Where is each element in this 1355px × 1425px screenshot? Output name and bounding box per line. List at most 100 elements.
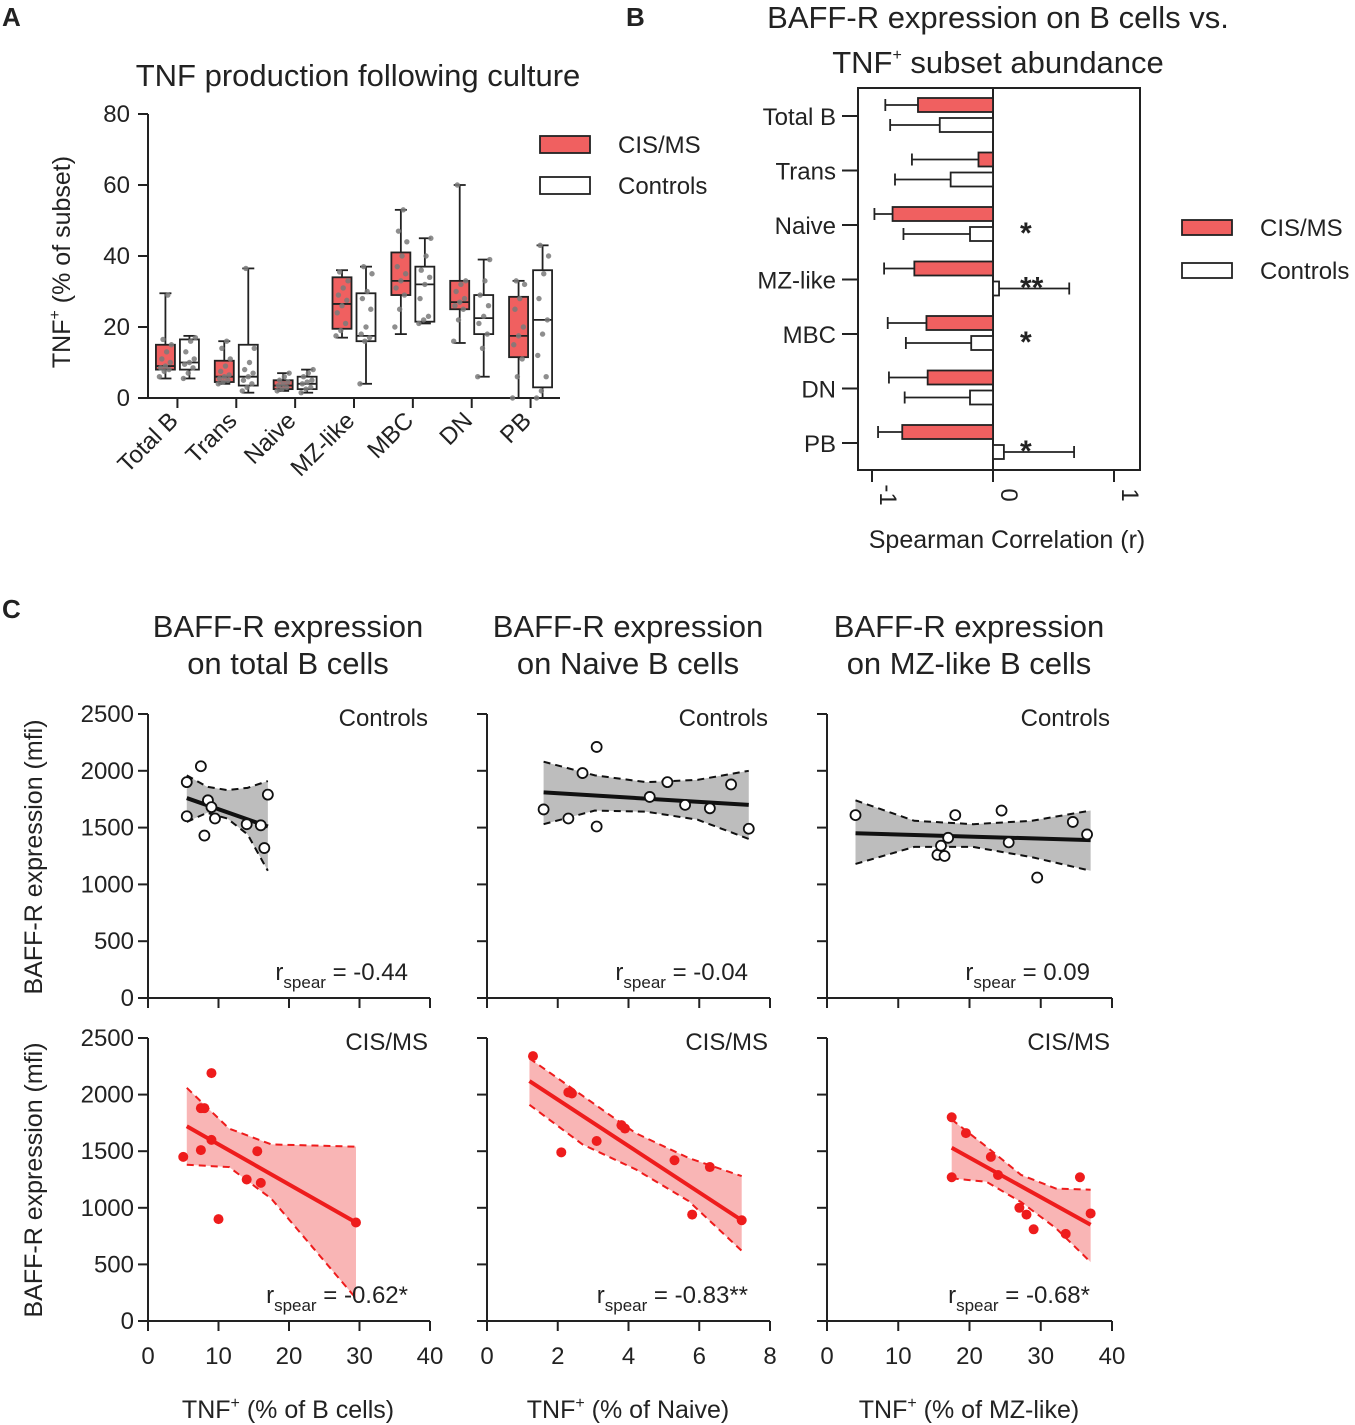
scatter-group-label: CIS/MS [685, 1029, 768, 1056]
box-point [335, 292, 342, 298]
box-point [309, 377, 315, 383]
scatter-point [703, 802, 716, 815]
scatter-y-tick-label: 1500 [81, 1138, 134, 1165]
scatter-x-tick-label: 30 [1027, 1343, 1054, 1370]
box-point [280, 381, 286, 387]
scatter-point [1081, 828, 1093, 841]
box-point [512, 306, 518, 312]
box-point [460, 306, 467, 312]
box-point [217, 368, 224, 375]
box-point [487, 256, 493, 263]
scatter-panel-c-total-controls: 0 500 1000 1500 2000 2500 Controls rspear = -0.… [81, 701, 431, 1012]
box-point [286, 370, 292, 376]
panel-b-bars: ***** [873, 97, 1075, 468]
scatter-point [198, 829, 211, 842]
box-point [544, 317, 551, 323]
scatter-point [849, 809, 862, 822]
box-point [416, 320, 422, 327]
scatter-point [576, 767, 589, 779]
box-point [514, 374, 521, 380]
box-point [241, 366, 248, 373]
box-point [402, 271, 409, 277]
scatter-point [704, 1162, 715, 1173]
box-point [245, 374, 251, 380]
panel-b-x-tick-label: 0 [995, 488, 1022, 501]
box-point [537, 242, 543, 249]
spearman-r-label: rspear = -0.04 [615, 959, 748, 992]
panel-b-legend: CIS/MS Controls [1181, 215, 1349, 285]
legend-swatch-controls [539, 176, 591, 195]
scatter-x-tick-label: 20 [276, 1343, 303, 1370]
bar-rect [992, 280, 1000, 297]
scatter-y-tick-label: 500 [94, 1251, 134, 1278]
scatter-point [240, 818, 253, 831]
box-point [477, 292, 483, 298]
panel-b-x-tick-label: 1 [1116, 488, 1143, 501]
box-point [226, 372, 232, 378]
box-point [159, 356, 165, 362]
box-point [396, 306, 403, 312]
panel-b-y-tick-label-mbc: MBC [783, 322, 836, 349]
box-point [244, 384, 250, 391]
box-point [485, 303, 492, 309]
scatter-point [254, 819, 267, 832]
box-point [168, 342, 175, 348]
column-title-naive-line2: on Naive B cells [517, 646, 739, 681]
box-point [222, 363, 229, 369]
box-point [364, 288, 370, 295]
bar-rect [917, 97, 994, 113]
panel-b-title-line2: TNF+ subset abundance [832, 45, 1164, 80]
panel-c-x-label-mz: TNF+ (% of MZ-like) [859, 1395, 1079, 1424]
scatter-y-tick-label: 2000 [81, 758, 134, 785]
box-point [521, 281, 528, 288]
scatter-point [946, 1172, 957, 1183]
box-point [167, 359, 173, 366]
box-point [417, 295, 423, 302]
scatter-point [1014, 1202, 1025, 1213]
box-point [539, 331, 546, 337]
box-point [392, 324, 398, 330]
box-point [162, 363, 169, 369]
box-point [160, 336, 166, 343]
box-cis-ms-mbc [390, 207, 412, 336]
box-point [454, 182, 461, 188]
scatter-y-tick-label: 0 [121, 1308, 134, 1335]
box-controls-trans [237, 265, 259, 394]
scatter-y-tick-label: 2500 [81, 1025, 134, 1052]
confidence-lower [951, 1177, 1092, 1263]
confidence-lower [528, 1103, 743, 1252]
box-controls-pb [532, 242, 553, 401]
column-title-mz-line2: on MZ-like B cells [847, 646, 1092, 681]
box-point [400, 207, 406, 213]
scatter-point [194, 760, 207, 773]
box-point [533, 395, 540, 401]
panel-b-title-line1: BAFF-R expression on B cells vs. [767, 0, 1229, 35]
significance-marker-mbc: * [1020, 326, 1032, 359]
box-point [517, 295, 523, 302]
scatter-y-tick-label: 2000 [81, 1082, 134, 1109]
scatter-x-tick-label: 0 [820, 1343, 833, 1370]
box-point [344, 297, 350, 304]
box-point [227, 356, 233, 362]
scatter-point [209, 812, 221, 825]
bar-controls-pb [992, 444, 1075, 460]
box-point [274, 388, 280, 394]
scatter-group-label: CIS/MS [1027, 1029, 1110, 1056]
box-point [185, 370, 191, 376]
regression-line [186, 796, 269, 829]
bar-rect [891, 206, 994, 222]
box-point [342, 320, 349, 327]
scatter-point [199, 1103, 210, 1114]
scatter-group-label: Controls [679, 705, 768, 732]
scatter-point [590, 820, 603, 833]
box-cis-ms-dn [449, 182, 471, 344]
box-point [284, 384, 290, 391]
scatter-x-tick-label: 0 [141, 1343, 154, 1370]
box-point [536, 295, 542, 302]
scatter-x-tick-label: 6 [693, 1343, 706, 1370]
column-title-naive-line1: BAFF-R expression [493, 609, 763, 644]
panel-a-y-tick-label: 20 [103, 314, 130, 341]
box-point [186, 359, 193, 366]
box-point [225, 377, 231, 383]
scatter-point [619, 1123, 630, 1134]
